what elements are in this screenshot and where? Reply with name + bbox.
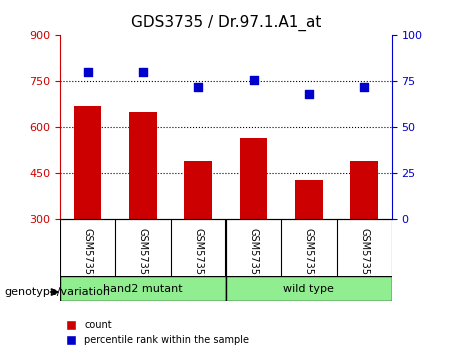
Bar [350,161,378,219]
Bar [74,106,101,219]
Point [361,84,368,90]
Title: GDS3735 / Dr.97.1.A1_at: GDS3735 / Dr.97.1.A1_at [131,15,321,31]
Text: GSM573574: GSM573574 [83,228,93,287]
Text: GSM573577: GSM573577 [359,228,369,287]
Legend: count, percentile rank within the sample: count, percentile rank within the sample [65,320,249,345]
Point [139,69,147,75]
Bar [184,161,212,219]
FancyBboxPatch shape [60,276,226,301]
Point [84,69,91,75]
Text: hand2 mutant: hand2 mutant [103,284,183,293]
Text: GSM573576: GSM573576 [138,228,148,287]
Text: genotype/variation: genotype/variation [5,287,111,297]
Text: GSM573578: GSM573578 [193,228,203,287]
Point [305,91,313,97]
Text: wild type: wild type [284,284,334,293]
Point [250,77,257,82]
Bar [129,112,157,219]
Text: GSM573573: GSM573573 [248,228,259,287]
Point [195,84,202,90]
Bar [240,138,267,219]
Bar [295,179,323,219]
Text: GSM573575: GSM573575 [304,228,314,287]
FancyBboxPatch shape [226,276,392,301]
